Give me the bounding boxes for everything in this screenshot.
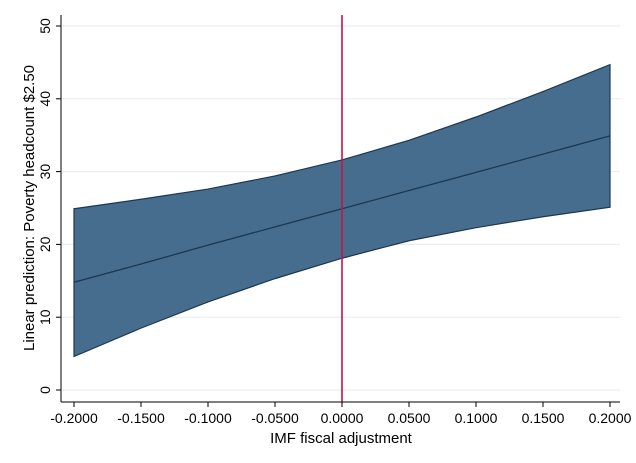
x-tick-label: 0.0500 <box>388 410 431 426</box>
x-tick-label: -0.0500 <box>251 410 299 426</box>
y-axis-ticks: 0 10 20 30 40 50 <box>37 18 61 394</box>
x-axis-ticks: -0.2000 -0.1500 -0.1000 -0.0500 0.0000 0.0500… <box>50 402 632 426</box>
x-tick-label: 0.1000 <box>455 410 498 426</box>
y-tick-label: 10 <box>37 309 53 325</box>
x-tick-label: 0.0000 <box>321 410 364 426</box>
x-tick-label: -0.2000 <box>50 410 98 426</box>
x-tick-label: 0.2000 <box>589 410 632 426</box>
x-tick-label: 0.1500 <box>522 410 565 426</box>
y-axis-title: Linear prediction: Poverty headcount $2.… <box>21 65 38 351</box>
y-tick-label: 50 <box>37 18 53 34</box>
y-tick-label: 30 <box>37 164 53 180</box>
x-tick-label: -0.1000 <box>184 410 232 426</box>
x-axis-title: IMF fiscal adjustment <box>270 430 413 447</box>
x-tick-label: -0.1500 <box>117 410 165 426</box>
y-tick-label: 0 <box>37 386 53 394</box>
y-tick-label: 20 <box>37 236 53 252</box>
y-tick-label: 40 <box>37 91 53 107</box>
